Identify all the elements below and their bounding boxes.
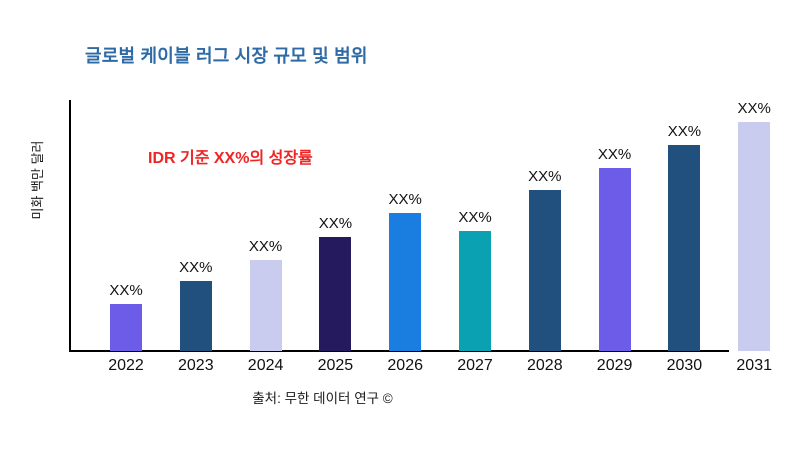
bar-value-label: XX% [388, 191, 422, 208]
bar-value-label: XX% [318, 215, 353, 232]
chart-title: 글로벌 케이블 러그 시장 규모 및 범위 [85, 46, 368, 66]
bar-2030 [668, 145, 701, 351]
bar-value-label: XX% [458, 209, 492, 226]
bar-value-label: XX% [528, 168, 562, 185]
x-tick-label: 2023 [178, 357, 214, 374]
bar-value-label: XX% [179, 259, 213, 276]
bar-2025 [319, 237, 352, 351]
bar-value-label: XX% [597, 146, 632, 163]
bar-2026 [389, 213, 422, 351]
bar-2022 [110, 304, 142, 351]
bar-2027 [459, 231, 491, 351]
y-axis-line [69, 100, 71, 352]
bar-2029 [598, 168, 631, 351]
x-tick-label: 2028 [527, 357, 563, 374]
x-axis-line [69, 350, 729, 352]
bar-value-label: XX% [109, 282, 143, 299]
bar-2023 [179, 281, 212, 351]
x-tick-label: 2022 [108, 357, 144, 374]
x-tick-label: 2024 [247, 357, 284, 374]
bar-2024 [249, 260, 282, 351]
x-tick-label: 2031 [736, 357, 772, 374]
x-tick-label: 2026 [387, 357, 423, 374]
x-tick-label: 2025 [317, 357, 354, 374]
bar-value-label: XX% [737, 100, 771, 117]
bar-2031 [738, 122, 771, 351]
bar-value-label: XX% [248, 238, 283, 255]
x-tick-label: 2029 [596, 357, 633, 374]
growth-annotation: IDR 기준 XX%의 성장률 [148, 150, 313, 167]
y-axis-label: 미화 백만 달러 [30, 140, 45, 220]
x-tick-label: 2027 [457, 357, 493, 374]
source-caption: 출처: 무한 데이터 연구 © [252, 391, 393, 406]
bar-value-label: XX% [667, 123, 702, 140]
bar-2028 [528, 190, 561, 351]
x-tick-label: 2030 [666, 357, 703, 374]
